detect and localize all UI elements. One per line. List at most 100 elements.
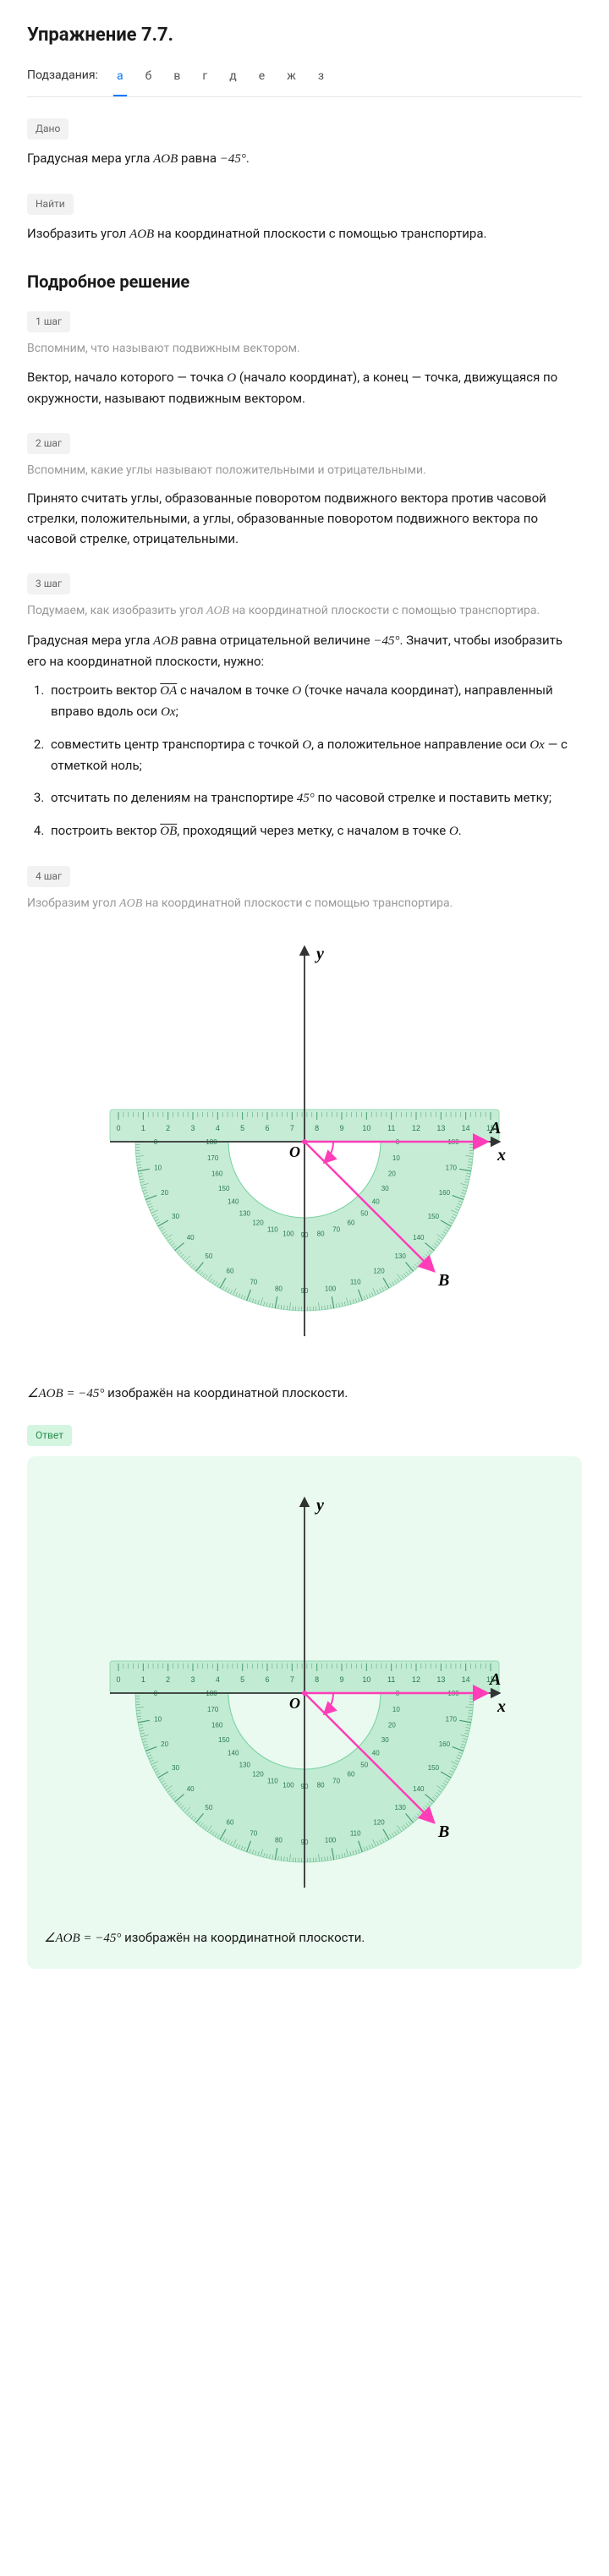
- svg-text:170: 170: [207, 1707, 219, 1714]
- svg-text:130: 130: [239, 1210, 251, 1218]
- svg-text:70: 70: [250, 1830, 257, 1838]
- given-tag: Дано: [27, 118, 69, 140]
- math-angle: ∠AOB = −45°: [44, 1932, 121, 1945]
- svg-text:60: 60: [227, 1819, 234, 1827]
- tab-a[interactable]: а: [113, 63, 127, 96]
- svg-text:4: 4: [216, 1124, 220, 1132]
- list-item: отсчитать по делениям на транспортире 45…: [47, 787, 582, 808]
- svg-text:80: 80: [317, 1230, 325, 1238]
- text: .: [246, 151, 250, 166]
- tab-b[interactable]: б: [142, 63, 156, 96]
- svg-text:120: 120: [252, 1219, 264, 1227]
- step4-hint: Изобразим угол AOB на координатной плоск…: [27, 894, 582, 913]
- svg-text:120: 120: [373, 1268, 385, 1275]
- svg-text:40: 40: [187, 1234, 195, 1241]
- svg-text:x: x: [497, 1146, 506, 1165]
- step3-tag: 3 шаг: [27, 573, 70, 595]
- svg-text:2: 2: [166, 1124, 170, 1132]
- text: равна отрицательной величине: [178, 633, 373, 648]
- list-item: построить вектор OA с началом в точке O …: [47, 680, 582, 722]
- svg-text:100: 100: [325, 1285, 337, 1293]
- tab-g[interactable]: г: [199, 63, 211, 96]
- svg-text:50: 50: [205, 1804, 212, 1811]
- svg-text:6: 6: [265, 1675, 269, 1684]
- svg-text:100: 100: [325, 1837, 337, 1844]
- step1-tag: 1 шаг: [27, 311, 70, 332]
- step2-hint: Вспомним, какие углы называют положитель…: [27, 461, 582, 480]
- svg-text:40: 40: [372, 1198, 380, 1206]
- svg-text:170: 170: [446, 1716, 458, 1724]
- step4-tag: 4 шаг: [27, 866, 70, 887]
- text: Изобразить угол: [27, 226, 129, 241]
- svg-text:0: 0: [116, 1675, 120, 1684]
- svg-text:20: 20: [388, 1722, 396, 1729]
- svg-text:60: 60: [348, 1771, 355, 1779]
- svg-text:12: 12: [412, 1675, 420, 1684]
- svg-text:160: 160: [439, 1189, 451, 1197]
- svg-text:12: 12: [412, 1124, 420, 1132]
- svg-text:50: 50: [360, 1210, 368, 1218]
- svg-text:110: 110: [350, 1279, 361, 1286]
- svg-text:170: 170: [207, 1154, 219, 1162]
- tab-zh[interactable]: ж: [283, 63, 299, 96]
- svg-text:140: 140: [228, 1198, 239, 1206]
- svg-text:30: 30: [381, 1736, 389, 1744]
- text: Изобразим угол: [27, 896, 119, 910]
- tab-z[interactable]: з: [315, 63, 327, 96]
- step3-body: Градусная мера угла AOB равна отрицатель…: [27, 630, 582, 841]
- svg-text:70: 70: [332, 1226, 340, 1234]
- find-tag: Найти: [27, 194, 74, 215]
- svg-text:10: 10: [154, 1165, 162, 1172]
- svg-text:13: 13: [436, 1675, 445, 1684]
- svg-text:30: 30: [381, 1185, 389, 1192]
- svg-text:B: B: [437, 1822, 449, 1841]
- tab-d[interactable]: д: [226, 63, 239, 96]
- tab-e[interactable]: е: [255, 63, 268, 96]
- svg-text:60: 60: [348, 1219, 355, 1227]
- svg-text:150: 150: [218, 1736, 230, 1744]
- list-item: построить вектор OB, проходящий через ме…: [47, 820, 582, 841]
- svg-text:A: A: [488, 1119, 501, 1137]
- math-o: O: [449, 825, 458, 838]
- svg-text:A: A: [488, 1670, 501, 1689]
- svg-text:O: O: [289, 1695, 300, 1712]
- step3-hint: Подумаем, как изобразить угол AOB на коо…: [27, 601, 582, 621]
- math-vec-ob: OB: [160, 825, 177, 838]
- svg-text:130: 130: [394, 1252, 406, 1260]
- answer-conclusion: ∠AOB = −45° изображён на координатной пл…: [44, 1927, 565, 1948]
- svg-text:B: B: [437, 1271, 449, 1290]
- svg-text:11: 11: [387, 1124, 395, 1132]
- text: , а положительное направление оси: [311, 737, 529, 752]
- find-text: Изобразить угол AOB на координатной плос…: [27, 223, 582, 244]
- svg-text:2: 2: [166, 1675, 170, 1684]
- math-value: 45°: [297, 792, 315, 805]
- math-value: −45°: [220, 152, 246, 166]
- text: на координатной плоскости с помощью тран…: [229, 604, 540, 617]
- svg-text:140: 140: [228, 1750, 239, 1757]
- solution-heading: Подробное решение: [27, 268, 582, 295]
- text: построить вектор: [51, 823, 160, 838]
- svg-text:120: 120: [252, 1771, 264, 1779]
- tab-v[interactable]: в: [170, 63, 184, 96]
- svg-text:1: 1: [141, 1675, 145, 1684]
- svg-text:9: 9: [339, 1675, 343, 1684]
- text: по часовой стрелке и поставить метку;: [315, 790, 551, 805]
- svg-text:80: 80: [275, 1285, 283, 1293]
- svg-text:10: 10: [154, 1716, 162, 1724]
- step3-lead: Градусная мера угла AOB равна отрицатель…: [27, 630, 582, 671]
- subtasks-label: Подзадания:: [27, 66, 98, 93]
- svg-text:5: 5: [240, 1124, 244, 1132]
- step2-body: Принято считать углы, образованные повор…: [27, 488, 582, 549]
- math-o: O: [302, 738, 311, 752]
- math-aob: AOB: [119, 897, 142, 910]
- text: построить вектор: [51, 682, 160, 698]
- svg-text:3: 3: [190, 1124, 195, 1132]
- text: изображён на координатной плоскости.: [104, 1385, 348, 1400]
- svg-text:4: 4: [216, 1675, 220, 1684]
- math-ox: Ox: [529, 738, 545, 752]
- svg-text:y: y: [315, 945, 324, 963]
- step1-hint: Вспомним, что называют подвижным векторо…: [27, 339, 582, 358]
- list-item: совместить центр транспортира с точкой O…: [47, 734, 582, 776]
- diagram-2: 0123456789101112131415180017010160201503…: [44, 1482, 565, 1910]
- svg-text:50: 50: [360, 1762, 368, 1769]
